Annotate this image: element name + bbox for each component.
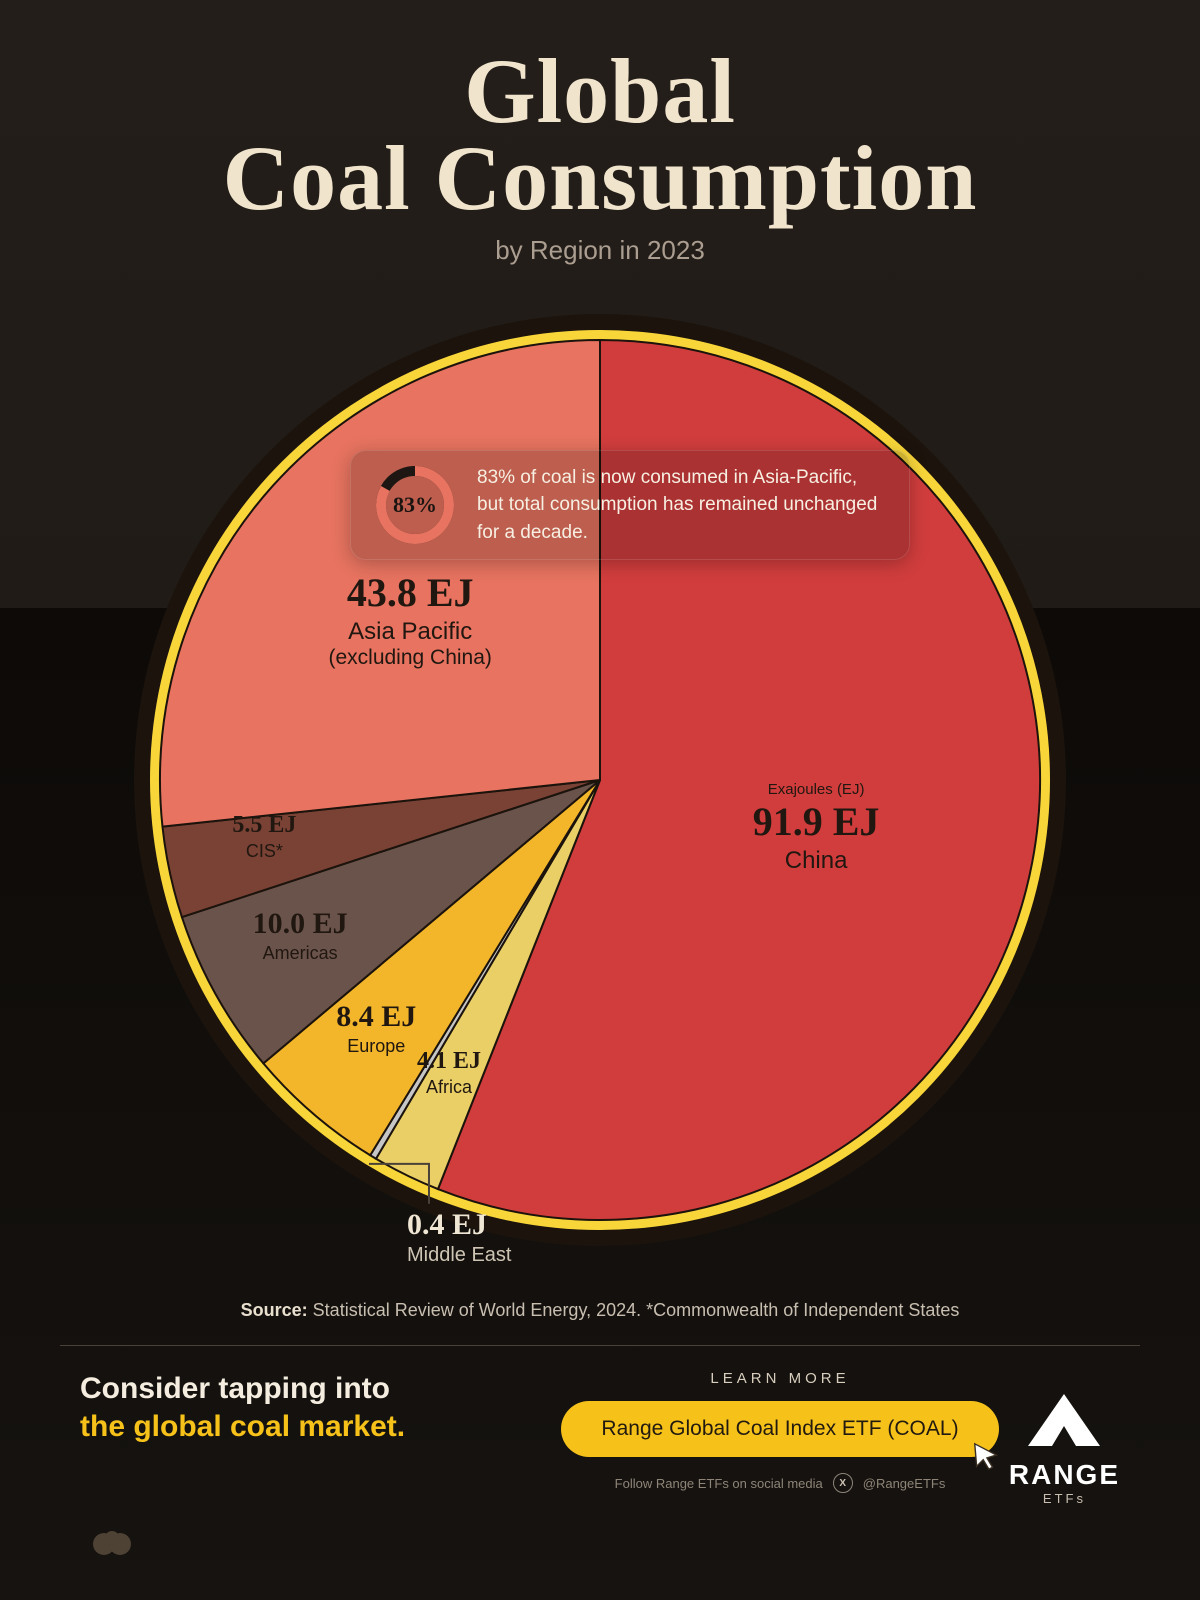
page-title: Global Coal Consumption [0,48,1200,223]
callout-percent: 83% [375,465,455,545]
tagline: Consider tapping into the global coal ma… [80,1370,440,1445]
vc-logo-icon [90,1520,134,1564]
middle-east-name: Middle East [407,1244,512,1267]
label-europe: 8.4 EJEurope [266,1000,486,1057]
cta-button[interactable]: Range Global Coal Index ETF (COAL) [561,1401,998,1457]
subtitle: by Region in 2023 [0,235,1200,266]
cursor-icon [971,1441,1001,1471]
cta-label: Range Global Coal Index ETF (COAL) [601,1417,958,1440]
callout-donut-icon: 83% [375,465,455,545]
learn-more-label: LEARN MORE [440,1370,1120,1387]
brand-logo-icon [1024,1390,1104,1450]
title-line-2: Coal Consumption [223,127,978,229]
callout-text: 83% of coal is now consumed in Asia-Paci… [477,464,885,547]
tagline-highlight: the global coal market. [80,1410,405,1443]
source-line: Source: Statistical Review of World Ener… [0,1300,1200,1321]
tagline-pre: Consider tapping into [80,1372,390,1405]
social-handle[interactable]: @RangeETFs [863,1476,946,1491]
label-middle-east: 0.4 EJ Middle East [407,1208,512,1267]
brand-block: RANGE ETFs [1009,1390,1120,1506]
label-china: Exajoules (EJ)91.9 EJChina [706,781,926,875]
divider [60,1345,1140,1346]
label-cis-: 5.5 EJCIS* [154,812,374,862]
callout-box: 83% 83% of coal is now consumed in Asia-… [350,450,910,560]
source-label: Source: [241,1300,308,1320]
brand-name: RANGE [1009,1459,1120,1491]
source-text: Statistical Review of World Energy, 2024… [313,1300,960,1320]
brand-sub: ETFs [1009,1491,1120,1506]
middle-east-value: 0.4 EJ [407,1208,512,1242]
social-text: Follow Range ETFs on social media [615,1476,823,1491]
label-asia-pacific: 43.8 EJAsia Pacific(excluding China) [300,569,520,670]
label-americas: 10.0 EJAmericas [190,907,410,964]
header: Global Coal Consumption by Region in 202… [0,0,1200,266]
pie-chart: 83% 83% of coal is now consumed in Asia-… [130,310,1070,1250]
x-icon[interactable]: X [833,1473,853,1493]
